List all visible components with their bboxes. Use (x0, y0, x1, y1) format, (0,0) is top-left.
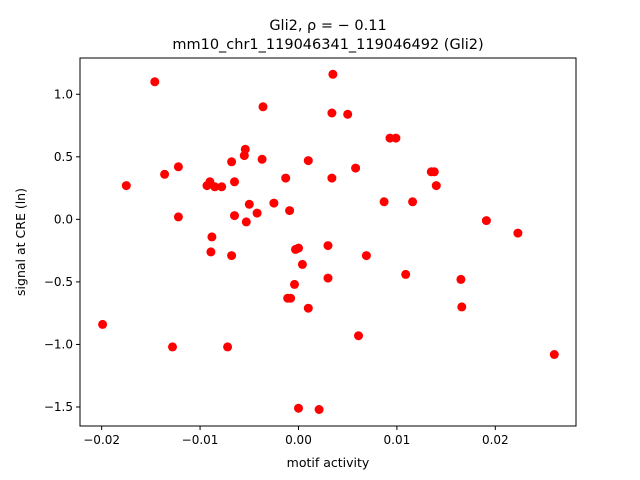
data-point-37 (314, 405, 324, 414)
data-point-44 (323, 273, 333, 283)
y-tick-label-0: 1.0 (54, 87, 73, 101)
x-tick-label-2: 0.00 (285, 433, 312, 447)
data-point-29 (294, 243, 303, 253)
data-point-48 (391, 133, 401, 143)
y-tick-label-3: −0.5 (44, 275, 73, 289)
data-point-25 (269, 198, 279, 208)
data-point-1 (121, 181, 131, 191)
data-point-4 (173, 162, 183, 172)
data-point-39 (327, 108, 337, 118)
y-tick-label-5: −1.5 (44, 400, 73, 414)
data-point-35 (303, 303, 313, 313)
data-point-32 (283, 293, 293, 303)
data-point-55 (456, 274, 466, 284)
x-tick-label-0: −0.02 (83, 433, 120, 447)
data-point-23 (257, 154, 267, 164)
data-point-22 (258, 102, 268, 112)
chart-title-line1: Gli2, ρ = − 0.11 (269, 18, 386, 34)
data-point-42 (351, 163, 361, 173)
data-point-50 (408, 197, 418, 207)
data-point-20 (244, 199, 254, 209)
data-point-49 (379, 197, 389, 207)
data-point-40 (343, 109, 353, 119)
data-point-58 (513, 228, 523, 238)
data-point-41 (327, 173, 337, 183)
data-point-33 (297, 259, 307, 269)
x-tick-label-3: 0.01 (384, 433, 411, 447)
x-tick-label-1: −0.01 (182, 433, 219, 447)
points-layer (98, 69, 559, 414)
y-tick-label-1: 0.5 (54, 150, 73, 164)
x-tick-label-4: 0.02 (482, 433, 509, 447)
data-point-3 (160, 169, 170, 179)
data-point-17 (223, 342, 233, 352)
data-point-34 (303, 156, 313, 166)
data-point-59 (549, 350, 559, 359)
data-point-21 (241, 217, 251, 227)
data-point-19 (239, 151, 249, 161)
data-point-0 (150, 77, 160, 87)
data-point-56 (457, 302, 467, 312)
data-point-45 (354, 331, 363, 341)
data-point-15 (230, 211, 239, 221)
y-axis-ticks: 1.0 0.5 0.0 −0.5 −1.0 −1.5 (44, 87, 80, 414)
y-tick-label-2: 0.0 (54, 212, 73, 226)
data-point-26 (281, 173, 291, 183)
data-point-12 (206, 247, 216, 257)
data-point-46 (361, 251, 371, 261)
x-axis-label: motif activity (287, 455, 370, 470)
data-point-27 (285, 206, 295, 216)
data-point-38 (328, 69, 338, 79)
data-point-14 (230, 177, 239, 187)
x-axis-ticks: −0.02 −0.01 0.00 0.01 0.02 (83, 426, 509, 447)
y-axis-label: signal at CRE (ln) (13, 188, 28, 296)
data-point-10 (217, 182, 227, 192)
data-point-36 (294, 403, 303, 413)
data-point-2 (98, 319, 108, 329)
data-point-51 (401, 269, 411, 279)
data-point-53 (429, 167, 439, 177)
data-point-5 (173, 212, 183, 222)
data-point-54 (431, 181, 441, 191)
data-point-6 (168, 342, 177, 352)
data-point-57 (481, 216, 491, 226)
data-point-13 (227, 157, 237, 167)
y-tick-label-4: −1.0 (44, 337, 73, 351)
data-point-24 (252, 208, 262, 218)
data-point-16 (227, 251, 237, 261)
data-point-43 (323, 241, 333, 251)
chart-title-line2: mm10_chr1_119046341_119046492 (Gli2) (172, 37, 483, 53)
data-point-11 (207, 232, 217, 242)
data-point-30 (290, 279, 299, 289)
data-point-9 (210, 182, 220, 192)
plot-frame (79, 57, 577, 427)
